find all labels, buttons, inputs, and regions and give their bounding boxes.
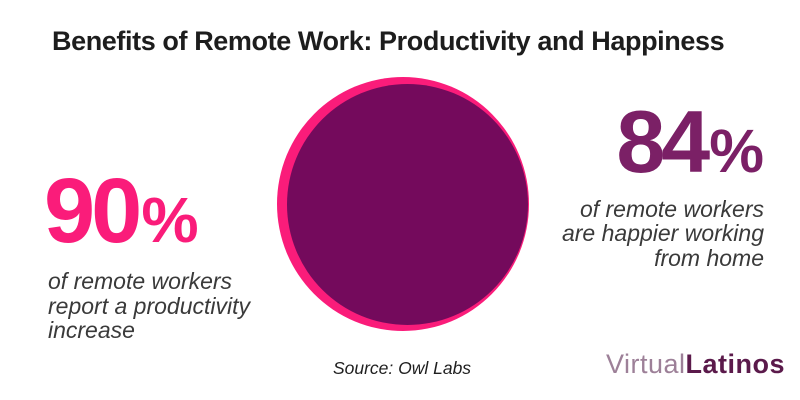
stat-productivity-percent-sign: % <box>141 184 199 256</box>
stat-productivity-caption: of remote workers report a productivity … <box>48 269 250 343</box>
brand-logo: VirtualLatinos <box>606 351 785 378</box>
stat-productivity-caption-line: report a productivity <box>48 292 250 319</box>
stat-happiness-value: 84 <box>616 92 710 191</box>
source-credit: Source: Owl Labs <box>332 358 472 378</box>
stat-productivity-caption-line: increase <box>48 317 135 344</box>
stat-productivity: 90% of remote workers report a productiv… <box>44 165 250 343</box>
page-title: Benefits of Remote Work: Productivity an… <box>52 26 725 56</box>
stat-happiness-caption-line: are happier working <box>561 220 764 247</box>
stat-happiness: 84% of remote workers are happier workin… <box>562 98 764 271</box>
stat-happiness-caption-line: of remote workers <box>579 195 764 222</box>
stat-productivity-value: 90 <box>44 160 142 262</box>
brand-logo-latinos: Latinos <box>685 349 785 379</box>
stat-happiness-percent-sign: % <box>709 117 764 186</box>
brand-logo-virtual: Virtual <box>605 349 686 379</box>
decorative-circle-inner <box>287 84 528 325</box>
stat-productivity-number: 90% <box>44 165 250 257</box>
stat-happiness-caption-line: from home <box>654 244 764 271</box>
stat-happiness-number: 84% <box>562 98 764 186</box>
stat-happiness-caption: of remote workers are happier working fr… <box>562 197 764 271</box>
stat-productivity-caption-line: of remote workers <box>48 268 233 295</box>
